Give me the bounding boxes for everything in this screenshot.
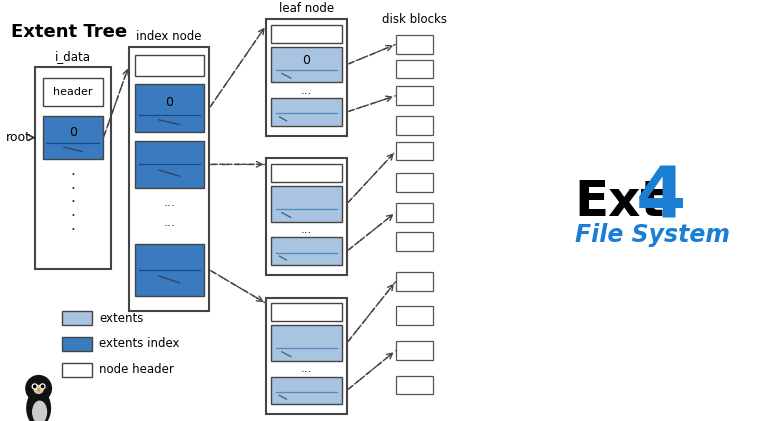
Circle shape bbox=[40, 384, 45, 389]
Circle shape bbox=[32, 384, 37, 389]
Text: disk blocks: disk blocks bbox=[382, 13, 447, 26]
Text: ...: ... bbox=[163, 196, 175, 209]
Text: leaf node: leaf node bbox=[279, 2, 334, 15]
Text: i_data: i_data bbox=[55, 50, 91, 63]
Ellipse shape bbox=[27, 390, 51, 421]
Text: extents index: extents index bbox=[100, 338, 180, 350]
Text: Extent Tree: Extent Tree bbox=[12, 23, 127, 41]
Bar bbox=[396, 141, 433, 160]
Bar bbox=[396, 232, 433, 251]
Text: .: . bbox=[71, 190, 75, 205]
Bar bbox=[396, 306, 433, 325]
Bar bbox=[396, 272, 433, 290]
Bar bbox=[42, 116, 104, 159]
Text: ...: ... bbox=[301, 223, 313, 236]
Text: root: root bbox=[6, 131, 31, 144]
Text: header: header bbox=[53, 87, 93, 97]
Bar bbox=[42, 78, 104, 106]
Bar bbox=[396, 60, 433, 78]
Text: index node: index node bbox=[137, 30, 202, 43]
Bar bbox=[266, 158, 347, 275]
Bar bbox=[396, 35, 433, 54]
Bar bbox=[271, 237, 342, 265]
Text: 4: 4 bbox=[635, 163, 686, 232]
Text: 0: 0 bbox=[303, 54, 310, 67]
Bar bbox=[135, 55, 204, 76]
Circle shape bbox=[41, 385, 44, 388]
Text: ...: ... bbox=[163, 216, 175, 229]
Wedge shape bbox=[38, 389, 40, 392]
Ellipse shape bbox=[33, 401, 47, 421]
Bar bbox=[35, 67, 111, 269]
Text: node header: node header bbox=[100, 363, 174, 376]
Bar bbox=[396, 376, 433, 394]
Text: 0: 0 bbox=[69, 126, 77, 139]
Bar bbox=[135, 141, 204, 188]
Bar bbox=[62, 337, 91, 351]
Text: File System: File System bbox=[574, 223, 730, 247]
Bar bbox=[396, 116, 433, 135]
Bar bbox=[271, 325, 342, 361]
Text: extents: extents bbox=[100, 312, 144, 325]
Bar bbox=[266, 19, 347, 136]
Text: .: . bbox=[71, 218, 75, 233]
Text: 0: 0 bbox=[165, 96, 174, 109]
Bar bbox=[396, 86, 433, 105]
Bar bbox=[396, 203, 433, 221]
Bar bbox=[271, 98, 342, 126]
Bar bbox=[271, 376, 342, 404]
Text: .: . bbox=[71, 176, 75, 192]
Ellipse shape bbox=[35, 386, 43, 393]
Text: .: . bbox=[71, 163, 75, 178]
Bar bbox=[271, 164, 342, 182]
Circle shape bbox=[26, 376, 51, 401]
Bar bbox=[266, 298, 347, 414]
Bar bbox=[271, 47, 342, 83]
Bar bbox=[271, 25, 342, 43]
Text: .: . bbox=[71, 204, 75, 219]
Bar bbox=[271, 186, 342, 221]
Bar bbox=[62, 312, 91, 325]
Bar bbox=[135, 244, 204, 296]
Bar bbox=[135, 84, 204, 132]
Bar bbox=[396, 173, 433, 192]
Bar bbox=[62, 363, 91, 376]
Bar bbox=[396, 341, 433, 360]
Text: ...: ... bbox=[301, 362, 313, 375]
Circle shape bbox=[34, 385, 36, 388]
Text: Ext: Ext bbox=[574, 178, 665, 226]
Text: ...: ... bbox=[301, 84, 313, 97]
Bar bbox=[271, 304, 342, 321]
Bar bbox=[129, 47, 210, 312]
